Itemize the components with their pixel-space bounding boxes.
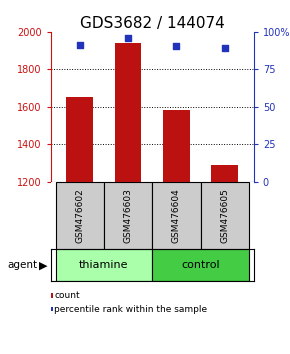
Text: GSM476605: GSM476605 bbox=[220, 188, 229, 243]
Bar bbox=[201, 182, 249, 249]
Text: GSM476603: GSM476603 bbox=[124, 188, 133, 243]
Bar bbox=[211, 165, 238, 182]
Text: count: count bbox=[54, 291, 80, 300]
Text: percentile rank within the sample: percentile rank within the sample bbox=[54, 304, 207, 314]
Bar bbox=[163, 110, 190, 182]
Bar bbox=[56, 249, 152, 281]
Text: GSM476604: GSM476604 bbox=[172, 188, 181, 243]
Bar bbox=[56, 182, 104, 249]
Text: agent: agent bbox=[7, 260, 37, 270]
Point bbox=[126, 35, 130, 41]
Bar bbox=[66, 97, 93, 182]
Text: control: control bbox=[181, 260, 220, 270]
Text: ▶: ▶ bbox=[39, 260, 48, 270]
Bar bbox=[104, 182, 152, 249]
Text: thiamine: thiamine bbox=[79, 260, 129, 270]
Bar bbox=[152, 249, 249, 281]
Bar bbox=[152, 182, 201, 249]
Point bbox=[222, 45, 227, 50]
Text: GSM476602: GSM476602 bbox=[75, 188, 84, 243]
Point bbox=[77, 42, 82, 47]
Point bbox=[174, 43, 179, 49]
Title: GDS3682 / 144074: GDS3682 / 144074 bbox=[80, 16, 225, 31]
Bar bbox=[115, 43, 142, 182]
